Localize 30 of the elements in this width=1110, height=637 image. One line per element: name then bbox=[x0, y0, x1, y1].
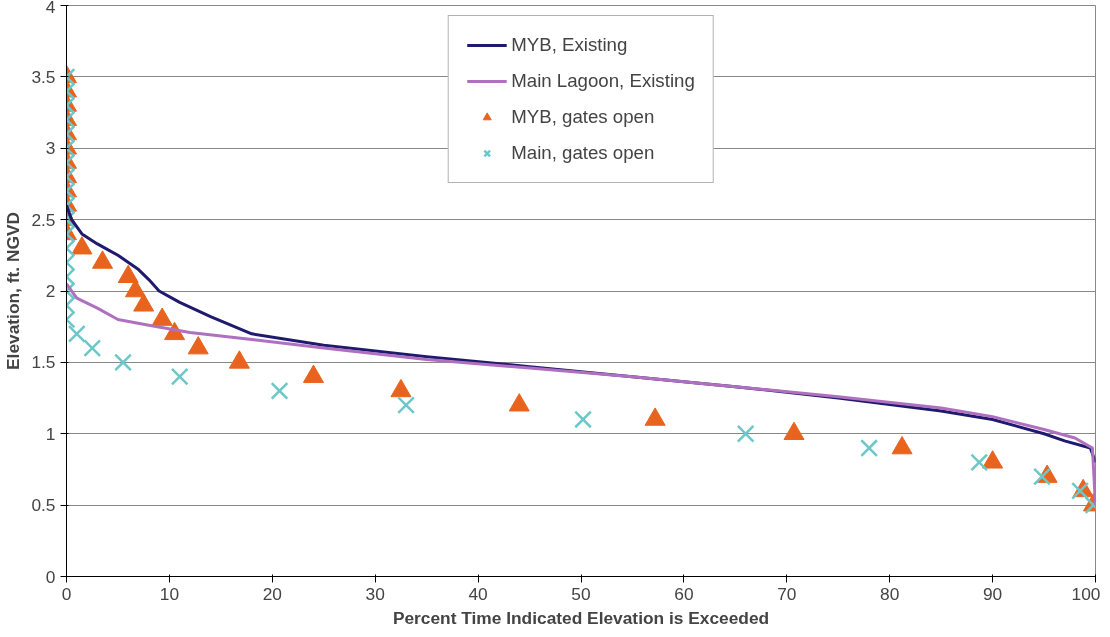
y-tick-label: 0.5 bbox=[31, 495, 56, 516]
y-tick-label: 0 bbox=[45, 566, 56, 587]
y-tick-label: 2 bbox=[45, 281, 56, 301]
legend-label: Main Lagoon, Existing bbox=[511, 70, 695, 92]
x-tick-label: 40 bbox=[468, 583, 488, 604]
y-tick-label: 1 bbox=[45, 423, 56, 444]
y-axis-title: Elevation, ft. NGVD bbox=[3, 212, 24, 370]
x-tick-label: 10 bbox=[159, 583, 180, 604]
x-tick-label: 0 bbox=[61, 583, 72, 604]
x-axis-title: Percent Time Indicated Elevation is Exceeded bbox=[392, 607, 770, 628]
x-tick-label: 30 bbox=[365, 583, 385, 604]
y-tick-label: 3.5 bbox=[31, 66, 56, 87]
x-tick-label: 80 bbox=[880, 583, 900, 604]
x-tick-label: 60 bbox=[674, 583, 694, 604]
x-tick-label: 70 bbox=[777, 583, 797, 604]
legend-label: MYB, Existing bbox=[511, 34, 628, 56]
legend-label: Main, gates open bbox=[511, 142, 655, 164]
y-tick-label: 4 bbox=[45, 0, 56, 17]
legend-label: MYB, gates open bbox=[511, 106, 655, 128]
point bbox=[982, 450, 1004, 469]
x-tick-label: 100 bbox=[1071, 583, 1101, 604]
y-tick-label: 2.5 bbox=[31, 209, 56, 230]
point bbox=[644, 407, 666, 426]
y-tick-label: 3 bbox=[45, 138, 56, 159]
x-tick-label: 20 bbox=[262, 583, 282, 604]
x-tick-label: 90 bbox=[982, 583, 1003, 604]
x-tick-label: 50 bbox=[571, 583, 591, 604]
point bbox=[891, 435, 913, 455]
y-tick-label: 1.5 bbox=[31, 352, 56, 373]
point bbox=[783, 421, 805, 441]
